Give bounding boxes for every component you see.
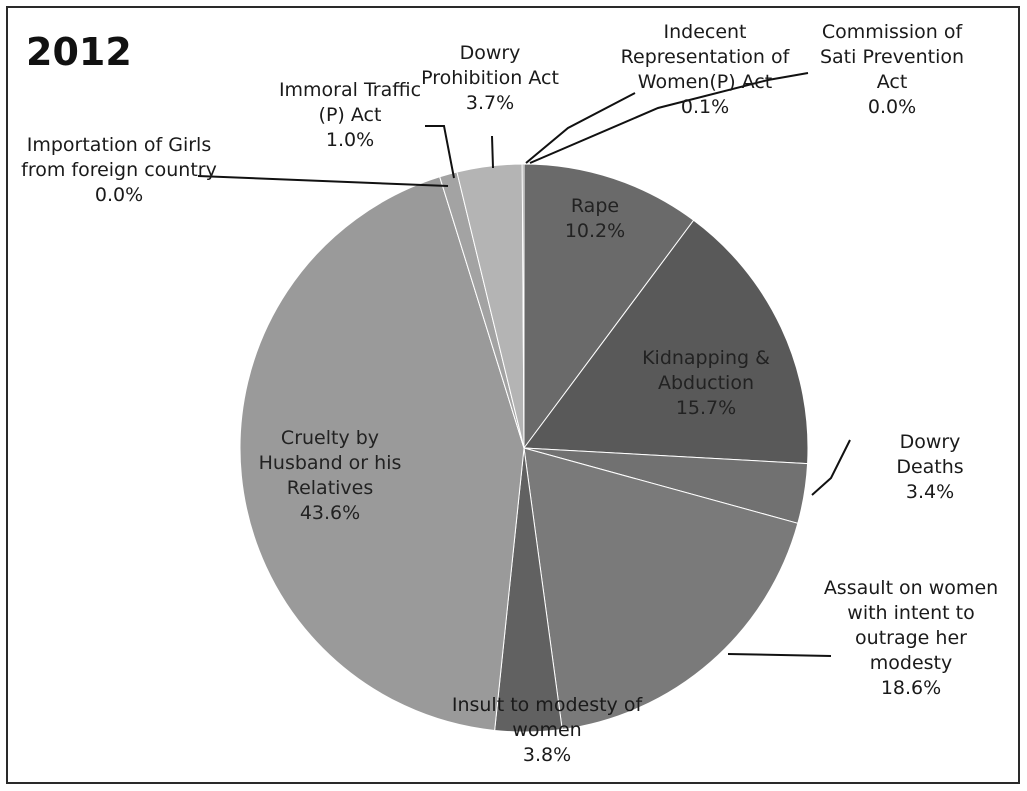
label-dowry-deaths-name: Dowry Deaths bbox=[896, 431, 964, 478]
leader-line-importation bbox=[197, 175, 449, 187]
pie-slice-rape bbox=[523, 163, 695, 450]
label-assault-name: Assault on women with intent to outrage … bbox=[823, 577, 999, 674]
chart-frame: 2012 Rape 10.2% Kidnapping & Abduction 1… bbox=[6, 6, 1020, 784]
label-cruelty-value: 43.6% bbox=[299, 502, 361, 524]
label-kidnapping-value: 15.7% bbox=[675, 397, 737, 419]
label-assault: Assault on women with intent to outrage … bbox=[821, 576, 1001, 701]
label-sati-name: Commission of Sati Prevention Act bbox=[819, 21, 965, 93]
leader-line-dowry-prohibition bbox=[491, 135, 494, 169]
label-dowry-prohibition-value: 3.7% bbox=[465, 92, 515, 114]
label-sati: Commission of Sati Prevention Act 0.0% bbox=[812, 20, 972, 120]
label-indecent: Indecent Representation of Women(P) Act … bbox=[590, 20, 820, 120]
label-indecent-value: 0.1% bbox=[680, 96, 730, 118]
leader-line-dowry-deaths bbox=[811, 439, 851, 496]
label-kidnapping: Kidnapping & Abduction 15.7% bbox=[631, 346, 781, 421]
leader-line-sati bbox=[529, 72, 809, 164]
label-importation-name: Importation of Girls from foreign countr… bbox=[21, 134, 217, 181]
pie-slice-cruelty bbox=[239, 176, 525, 732]
label-dowry-prohibition-name: Dowry Prohibition Act bbox=[421, 42, 559, 89]
label-importation-value: 0.0% bbox=[94, 184, 144, 206]
pie-chart bbox=[197, 72, 851, 733]
label-assault-value: 18.6% bbox=[880, 677, 942, 699]
leader-line-indecent bbox=[525, 92, 636, 164]
chart-title: 2012 bbox=[26, 30, 132, 74]
label-insult-value: 3.8% bbox=[522, 744, 572, 766]
label-cruelty: Cruelty by Husband or his Relatives 43.6… bbox=[250, 426, 410, 526]
label-importation: Importation of Girls from foreign countr… bbox=[14, 133, 224, 208]
label-immoral-traffic: Immoral Traffic (P) Act 1.0% bbox=[275, 78, 425, 153]
pie-slice-assault bbox=[523, 447, 799, 730]
label-immoral-traffic-name: Immoral Traffic (P) Act bbox=[278, 79, 422, 126]
leader-line-immoral-traffic bbox=[425, 125, 455, 179]
label-rape: Rape 10.2% bbox=[565, 194, 625, 244]
label-cruelty-name: Cruelty by Husband or his Relatives bbox=[258, 427, 402, 499]
leader-line-assault bbox=[727, 653, 832, 657]
label-dowry-prohibition: Dowry Prohibition Act 3.7% bbox=[415, 41, 565, 116]
label-sati-value: 0.0% bbox=[867, 96, 917, 118]
label-kidnapping-name: Kidnapping & Abduction bbox=[642, 347, 770, 394]
label-rape-name: Rape bbox=[570, 195, 620, 217]
label-dowry-deaths: Dowry Deaths 3.4% bbox=[886, 430, 974, 505]
label-rape-value: 10.2% bbox=[564, 220, 626, 242]
pie-slice-kidnapping bbox=[523, 219, 809, 465]
label-dowry-deaths-value: 3.4% bbox=[905, 481, 955, 503]
label-immoral-traffic-value: 1.0% bbox=[325, 129, 375, 151]
label-indecent-name: Indecent Representation of Women(P) Act bbox=[620, 21, 790, 93]
label-insult-name: Insult to modesty of women bbox=[451, 694, 643, 741]
label-insult: Insult to modesty of women 3.8% bbox=[447, 693, 647, 768]
